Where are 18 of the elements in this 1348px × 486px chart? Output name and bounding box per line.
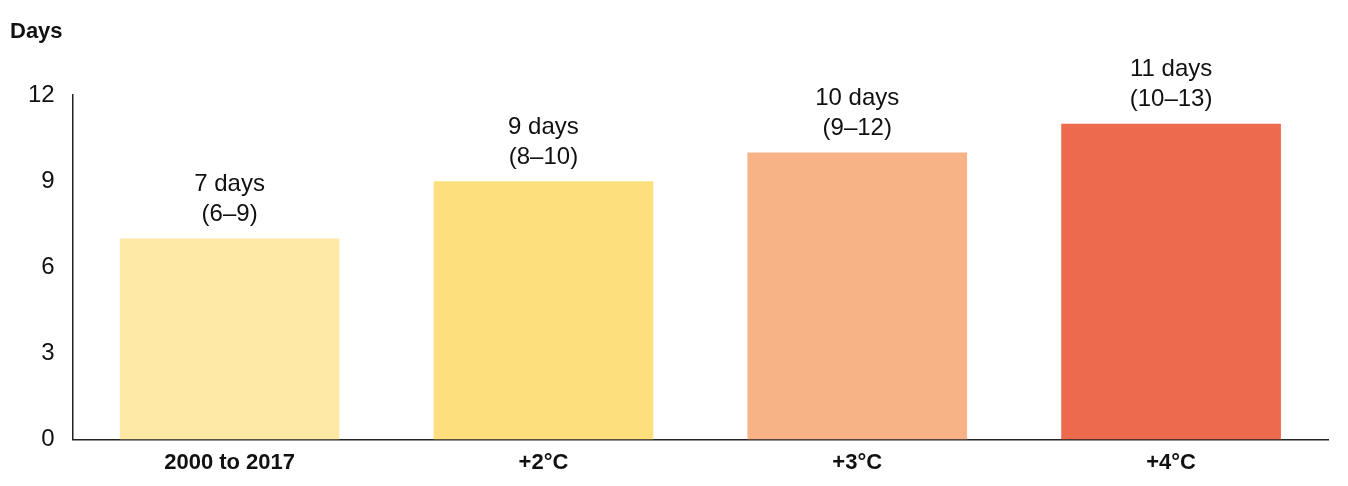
- bar: [747, 152, 968, 440]
- data-label: 9 days (8–10): [508, 111, 579, 169]
- y-tick-label: 9: [41, 165, 55, 193]
- x-tick-label: +4°C: [1146, 448, 1197, 474]
- bar: [1061, 123, 1281, 440]
- data-label: 10 days (9–12): [815, 83, 900, 141]
- x-tick-label: 2000 to 2017: [164, 448, 296, 474]
- y-tick-label: 6: [41, 251, 55, 279]
- bar: [433, 181, 654, 440]
- data-label: 11 days (10–13): [1129, 54, 1213, 112]
- y-tick-label: 0: [41, 424, 55, 452]
- x-tick-label: +3°C: [832, 448, 883, 474]
- x-tick-label: +2°C: [518, 448, 569, 474]
- y-tick-label: 3: [41, 338, 55, 366]
- y-axis-title: Days: [10, 18, 63, 44]
- y-tick-label: 12: [27, 79, 55, 107]
- data-label: 7 days (6–9): [194, 169, 265, 227]
- bar: [119, 238, 340, 440]
